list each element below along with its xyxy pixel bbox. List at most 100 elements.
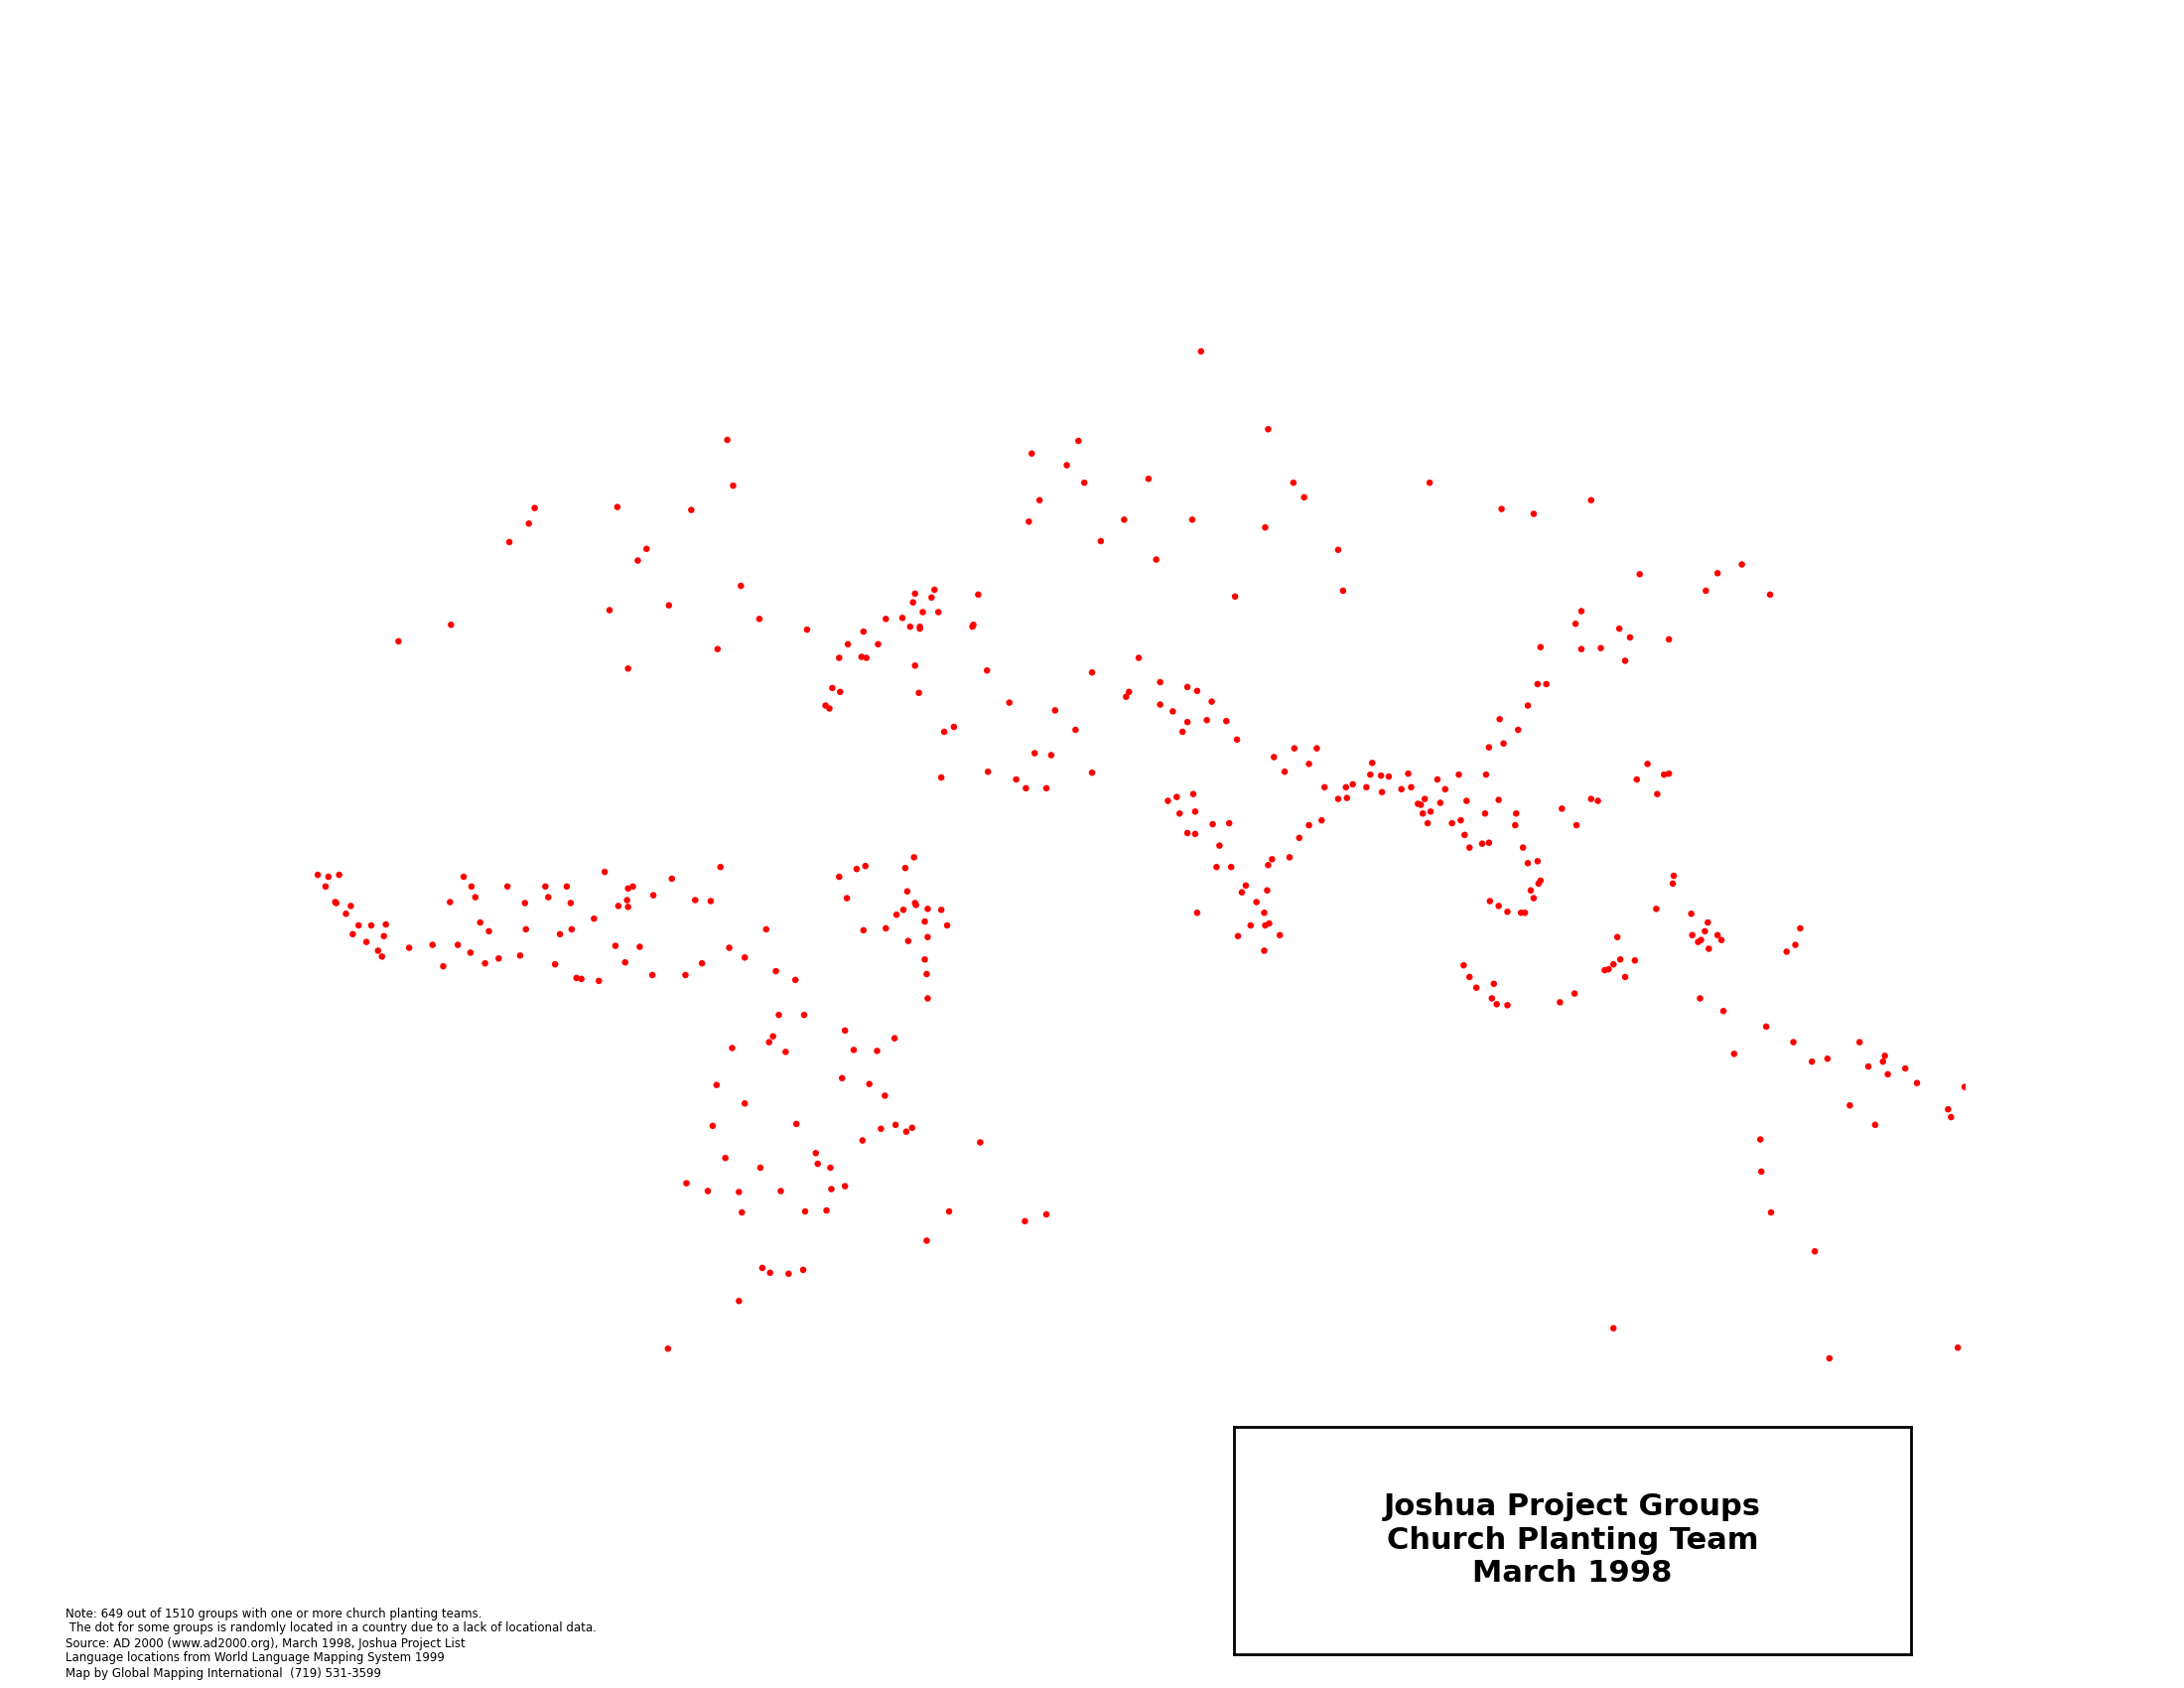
Point xyxy=(452,939,487,966)
Point xyxy=(563,966,598,993)
Point xyxy=(553,890,587,917)
Point xyxy=(1254,846,1289,873)
Point xyxy=(1797,1237,1832,1264)
Point xyxy=(1037,697,1072,724)
Point xyxy=(749,917,784,944)
Point xyxy=(1489,991,1524,1018)
Point xyxy=(898,890,933,917)
Point xyxy=(1682,928,1717,955)
Point xyxy=(1011,508,1046,535)
Point xyxy=(906,908,941,935)
Point xyxy=(1177,798,1212,825)
Point xyxy=(1201,832,1236,859)
Point xyxy=(712,933,747,960)
Point xyxy=(998,766,1033,793)
Point xyxy=(826,1065,860,1092)
Point xyxy=(463,910,498,937)
Point xyxy=(1219,726,1254,753)
Point xyxy=(1142,668,1177,695)
Point xyxy=(1219,582,1254,609)
Point xyxy=(992,689,1026,716)
Point xyxy=(756,1023,791,1050)
Point xyxy=(1120,645,1155,672)
Point xyxy=(808,692,843,719)
Point xyxy=(1075,760,1109,787)
Point xyxy=(1007,1207,1042,1234)
Point xyxy=(1175,506,1210,533)
Point xyxy=(1286,484,1321,511)
Point xyxy=(1682,984,1717,1011)
Point xyxy=(1413,798,1448,825)
Point xyxy=(1673,900,1708,927)
Point xyxy=(360,937,395,964)
Point xyxy=(1529,670,1564,697)
Point xyxy=(441,932,476,959)
Point xyxy=(1597,1315,1631,1342)
Point xyxy=(1107,506,1142,533)
Point xyxy=(1522,633,1557,660)
Point xyxy=(1472,734,1507,761)
Point xyxy=(472,918,507,945)
Point xyxy=(321,861,356,888)
Point xyxy=(1476,971,1511,998)
Point xyxy=(745,1254,780,1281)
Point xyxy=(415,932,450,959)
Point xyxy=(1468,761,1503,788)
Point xyxy=(1690,935,1725,962)
Point xyxy=(1520,869,1555,896)
Point xyxy=(1018,739,1053,766)
Point xyxy=(1500,716,1535,743)
Point xyxy=(365,944,400,971)
Point xyxy=(1607,647,1642,674)
Point xyxy=(1420,766,1455,793)
Point xyxy=(1655,863,1690,890)
Point xyxy=(1393,773,1428,800)
Point xyxy=(1057,716,1092,743)
Point xyxy=(791,616,826,643)
Point xyxy=(1413,469,1448,496)
Point xyxy=(1061,427,1096,454)
Point xyxy=(823,679,858,706)
Point xyxy=(1603,945,1638,972)
Point xyxy=(1048,452,1083,479)
Point xyxy=(1483,706,1518,733)
Point xyxy=(867,1082,902,1109)
Point xyxy=(887,896,922,923)
Point xyxy=(341,912,376,939)
Point xyxy=(1850,1053,1885,1080)
Point xyxy=(607,949,642,976)
Point xyxy=(933,1198,968,1225)
Point xyxy=(1511,692,1546,719)
Point xyxy=(319,890,354,917)
Point xyxy=(714,1035,749,1062)
Point xyxy=(1404,800,1439,827)
Point xyxy=(328,900,363,927)
Point xyxy=(1575,486,1610,513)
Point xyxy=(930,912,965,939)
Point xyxy=(788,1198,823,1225)
Point xyxy=(1706,998,1741,1025)
Point xyxy=(1688,577,1723,604)
Point xyxy=(1472,888,1507,915)
Point xyxy=(1400,790,1435,817)
Point xyxy=(601,493,636,520)
Point xyxy=(577,905,612,932)
Point xyxy=(911,895,946,922)
Point xyxy=(1171,709,1206,736)
Point xyxy=(1251,415,1286,442)
Point xyxy=(1588,957,1623,984)
Point xyxy=(511,510,546,537)
Point xyxy=(1623,560,1658,587)
Point xyxy=(893,613,928,640)
Point xyxy=(1505,834,1540,861)
Point xyxy=(1514,876,1548,903)
Point xyxy=(1441,761,1476,788)
Point xyxy=(1887,1055,1922,1082)
Point xyxy=(1411,810,1446,837)
Point xyxy=(1428,776,1463,803)
Point xyxy=(830,631,865,658)
Point xyxy=(898,581,933,608)
Point xyxy=(1931,1096,1966,1123)
Point xyxy=(1559,812,1594,839)
Point xyxy=(489,873,524,900)
